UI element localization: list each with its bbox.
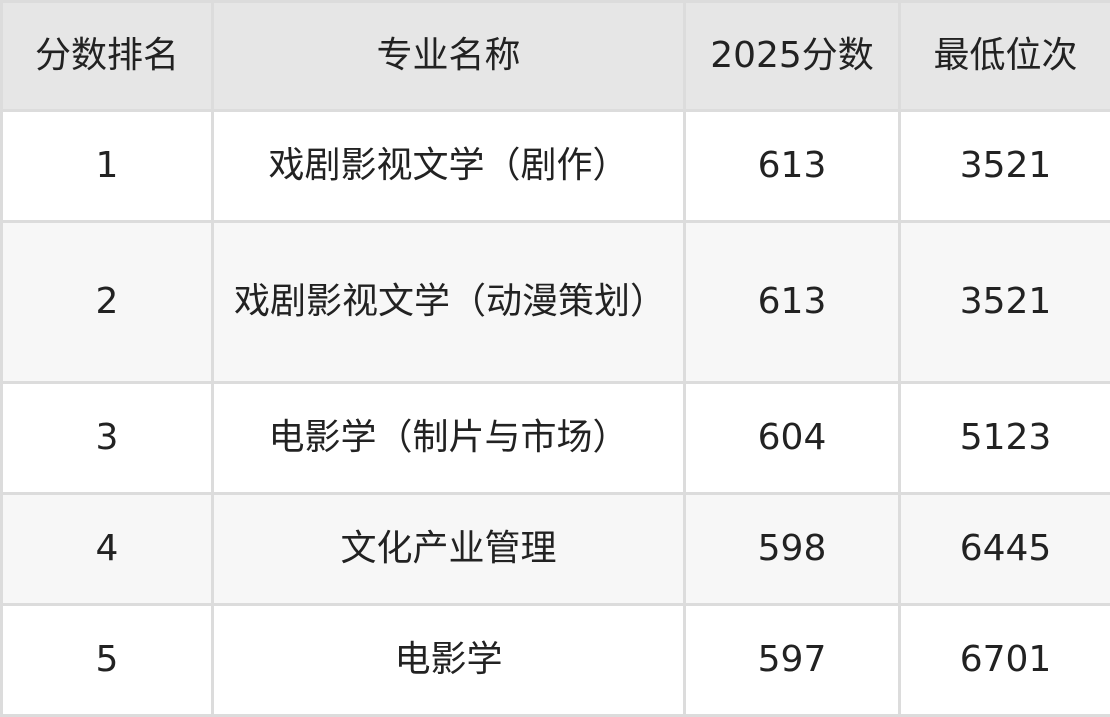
table-row: 2 戏剧影视文学（动漫策划） 613 3521: [0, 220, 1110, 384]
cell-min-rank: 5123: [898, 380, 1110, 495]
cell-major: 电影学（制片与市场）: [211, 380, 686, 495]
cell-rank: 1: [0, 108, 214, 224]
cell-rank: 2: [0, 220, 214, 384]
cell-score: 613: [683, 108, 901, 224]
table-row: 5 电影学 597 6701: [0, 602, 1110, 717]
header-min-rank: 最低位次: [898, 0, 1110, 112]
cell-min-rank: 3521: [898, 220, 1110, 384]
cell-major: 电影学: [211, 602, 686, 717]
cell-rank: 4: [0, 491, 214, 606]
header-major: 专业名称: [211, 0, 686, 112]
cell-score: 613: [683, 220, 901, 384]
table-row: 4 文化产业管理 598 6445: [0, 491, 1110, 606]
cell-score: 598: [683, 491, 901, 606]
cell-major: 文化产业管理: [211, 491, 686, 606]
cell-min-rank: 6445: [898, 491, 1110, 606]
header-row: 分数排名 专业名称 2025分数 最低位次: [0, 0, 1110, 112]
cell-score: 597: [683, 602, 901, 717]
header-rank: 分数排名: [0, 0, 214, 112]
table-row: 1 戏剧影视文学（剧作） 613 3521: [0, 108, 1110, 224]
cell-major: 戏剧影视文学（动漫策划）: [211, 220, 686, 384]
cell-major: 戏剧影视文学（剧作）: [211, 108, 686, 224]
header-score: 2025分数: [683, 0, 901, 112]
cell-min-rank: 6701: [898, 602, 1110, 717]
cell-rank: 3: [0, 380, 214, 495]
cell-min-rank: 3521: [898, 108, 1110, 224]
cell-score: 604: [683, 380, 901, 495]
cell-rank: 5: [0, 602, 214, 717]
table-row: 3 电影学（制片与市场） 604 5123: [0, 380, 1110, 495]
